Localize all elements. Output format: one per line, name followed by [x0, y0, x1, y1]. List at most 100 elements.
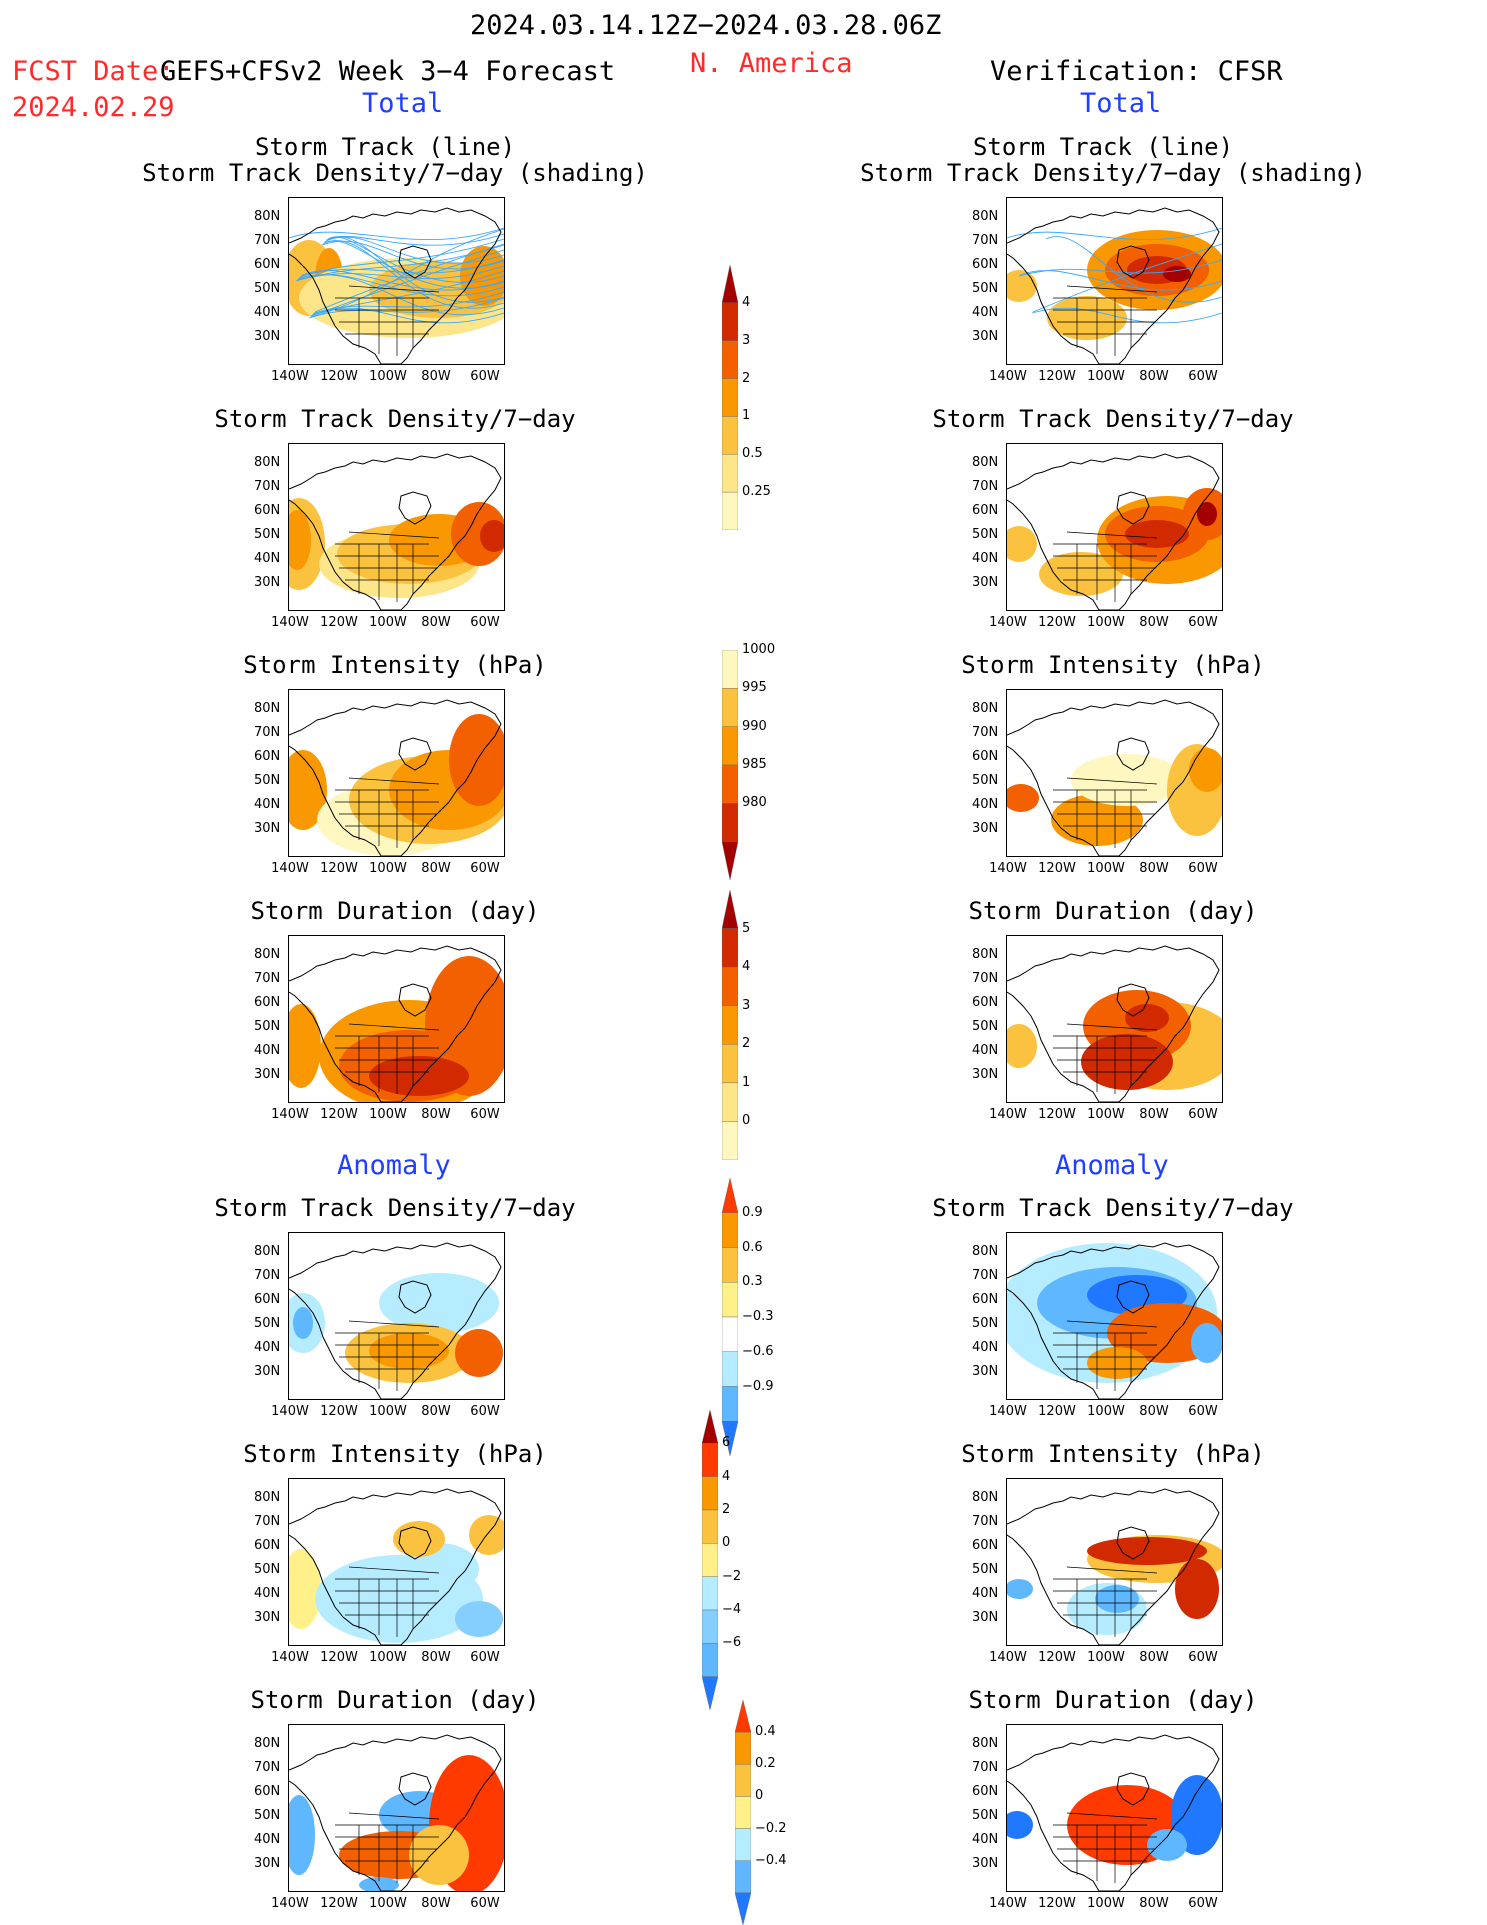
- lat-tick-label: 50N: [972, 1808, 999, 1823]
- colorbar-swatch: [722, 764, 738, 804]
- colorbar-label: 0.6: [742, 1239, 763, 1255]
- lon-tick-label: 100W: [369, 615, 407, 630]
- title-track-line-right: Storm Track (line): [972, 133, 1234, 161]
- lat-tick-label: 60N: [254, 749, 281, 764]
- lat-tick-label: 30N: [254, 821, 281, 836]
- track-line: [289, 227, 504, 241]
- hudson-bay: [398, 1772, 432, 1806]
- lat-tick-label: 80N: [972, 1490, 999, 1505]
- lat-tick-label: 70N: [254, 479, 281, 494]
- lon-tick-label: 120W: [1038, 1896, 1076, 1911]
- colorbar-intensity-total: [722, 650, 738, 880]
- colorbar-swatch: [722, 726, 738, 766]
- lon-tick-label: 60W: [1188, 1404, 1218, 1419]
- lat-tick-label: 80N: [254, 1736, 281, 1751]
- lat-tick-label: 60N: [254, 1292, 281, 1307]
- map-panel: [288, 935, 505, 1103]
- lat-tick-label: 70N: [254, 233, 281, 248]
- lat-tick-label: 60N: [254, 503, 281, 518]
- lat-tick-label: 50N: [254, 1019, 281, 1034]
- hudson-bay: [398, 491, 432, 525]
- track-line: [299, 238, 504, 278]
- colorbar-label: 1000: [742, 642, 776, 657]
- left-anomaly-label: Anomaly: [337, 1150, 451, 1181]
- hudson-bay: [398, 983, 432, 1017]
- track-line: [1031, 307, 1222, 324]
- title-intensity-anom-right: Storm Intensity (hPa): [961, 1440, 1265, 1468]
- colorbar-swatch: [722, 1247, 738, 1283]
- lon-tick-label: 120W: [1038, 1404, 1076, 1419]
- shading-area: [1039, 552, 1123, 596]
- colorbar-swatch: [722, 1212, 738, 1248]
- lat-tick-label: 60N: [254, 995, 281, 1010]
- lat-tick-label: 80N: [972, 1244, 999, 1259]
- track-line: [296, 265, 504, 281]
- lat-tick-label: 70N: [254, 1268, 281, 1283]
- lat-tick-label: 60N: [972, 749, 999, 764]
- lon-tick-label: 80W: [1139, 861, 1169, 876]
- colorbar-swatch: [722, 1082, 738, 1122]
- state-borders: [335, 1812, 440, 1883]
- right-anomaly-label: Anomaly: [1055, 1150, 1169, 1181]
- shading-area: [1007, 1024, 1037, 1068]
- left-total-label: Total: [362, 88, 444, 119]
- title-density-left: Storm Track Density/7−day: [214, 405, 576, 433]
- title-duration-anom-right: Storm Duration (day): [968, 1686, 1258, 1714]
- lat-tick-label: 80N: [972, 701, 999, 716]
- lat-tick-label: 70N: [972, 1760, 999, 1775]
- title-intensity-left: Storm Intensity (hPa): [243, 651, 547, 679]
- shading-area: [1189, 748, 1222, 792]
- lat-tick-label: 50N: [972, 527, 999, 542]
- colorbar-swatch: [722, 302, 738, 341]
- map-panel: [288, 1232, 505, 1400]
- title-duration-right: Storm Duration (day): [968, 897, 1258, 925]
- colorbar-label: 0.4: [755, 1724, 776, 1740]
- colorbar-label: 2: [742, 370, 751, 386]
- track-line: [325, 236, 504, 264]
- colorbar-label: 0.9: [742, 1204, 763, 1220]
- lon-tick-label: 80W: [1139, 1896, 1169, 1911]
- colorbar-label: 985: [742, 757, 767, 772]
- colorbar-swatch: [722, 890, 738, 929]
- coastline: [289, 945, 502, 1102]
- lon-tick-label: 140W: [271, 1896, 309, 1911]
- colorbar-intensity-anom: [702, 1410, 718, 1710]
- shading-area: [1125, 520, 1189, 548]
- lat-tick-label: 30N: [254, 1856, 281, 1871]
- map-panel: [1006, 1478, 1223, 1646]
- lon-tick-label: 80W: [421, 1650, 451, 1665]
- lon-tick-label: 140W: [989, 1650, 1027, 1665]
- state-borders: [1053, 531, 1158, 602]
- map-panel: [1006, 689, 1223, 857]
- map-panel: [1006, 197, 1223, 365]
- lat-tick-label: 40N: [972, 1586, 999, 1601]
- lon-tick-label: 100W: [1087, 1650, 1125, 1665]
- colorbar-label: 0.3: [742, 1274, 763, 1290]
- state-borders: [1053, 1320, 1158, 1391]
- coastline: [1007, 699, 1220, 856]
- lat-tick-label: 40N: [972, 305, 999, 320]
- colorbar-swatch: [722, 1005, 738, 1045]
- lat-tick-label: 30N: [972, 1364, 999, 1379]
- lat-tick-label: 50N: [254, 1808, 281, 1823]
- model-title: GEFS+CFSv2 Week 3−4 Forecast: [160, 56, 616, 87]
- colorbar-label: −0.2: [755, 1820, 787, 1836]
- colorbar-swatch: [722, 265, 738, 304]
- lon-tick-label: 80W: [1139, 1107, 1169, 1122]
- colorbar-label: −0.4: [755, 1852, 787, 1868]
- lon-tick-label: 60W: [1188, 861, 1218, 876]
- lat-tick-label: 50N: [254, 527, 281, 542]
- fcst-date: 2024.02.29: [12, 92, 175, 123]
- colorbar-swatch: [702, 1576, 718, 1611]
- lon-tick-label: 60W: [1188, 1107, 1218, 1122]
- colorbar-label: 0: [722, 1535, 731, 1551]
- lat-tick-label: 40N: [254, 1340, 281, 1355]
- lon-tick-label: 100W: [369, 1107, 407, 1122]
- coastline: [1007, 945, 1220, 1102]
- lon-tick-label: 100W: [1087, 1404, 1125, 1419]
- lon-tick-label: 120W: [320, 369, 358, 384]
- lon-tick-label: 100W: [1087, 369, 1125, 384]
- lon-tick-label: 140W: [271, 1404, 309, 1419]
- colorbar-label: −6: [722, 1635, 742, 1651]
- lat-tick-label: 50N: [254, 773, 281, 788]
